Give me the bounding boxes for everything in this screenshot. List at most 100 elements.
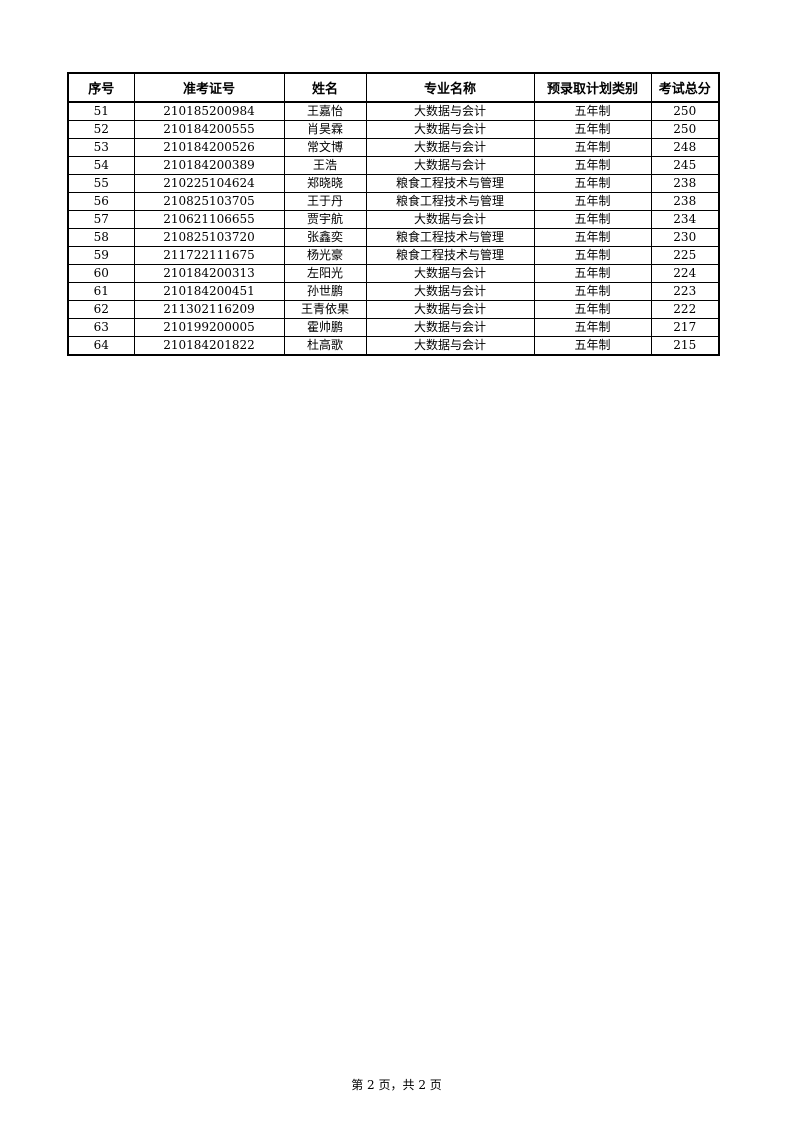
- cell-major: 大数据与会计: [365, 210, 535, 229]
- cell-seq: 53: [67, 138, 135, 157]
- cell-seq: 58: [67, 228, 135, 247]
- cell-major: 粮食工程技术与管理: [365, 228, 535, 247]
- cell-total-score: 248: [650, 138, 720, 157]
- cell-exam-id: 210184201822: [133, 336, 285, 356]
- cell-total-score: 238: [650, 192, 720, 211]
- cell-total-score: 234: [650, 210, 720, 229]
- cell-name: 孙世鹏: [283, 282, 367, 301]
- cell-seq: 57: [67, 210, 135, 229]
- cell-name: 杨光豪: [283, 246, 367, 265]
- cell-name: 王浩: [283, 156, 367, 175]
- cell-major: 粮食工程技术与管理: [365, 246, 535, 265]
- cell-major: 大数据与会计: [365, 138, 535, 157]
- header-major: 专业名称: [365, 72, 535, 103]
- table-row: 55 210225104624 郑晓晓 粮食工程技术与管理 五年制 238: [67, 174, 720, 193]
- cell-major: 大数据与会计: [365, 300, 535, 319]
- table-row: 60 210184200313 左阳光 大数据与会计 五年制 224: [67, 264, 720, 283]
- cell-major: 大数据与会计: [365, 264, 535, 283]
- cell-plan-type: 五年制: [533, 282, 652, 301]
- cell-seq: 62: [67, 300, 135, 319]
- cell-plan-type: 五年制: [533, 336, 652, 356]
- table-row: 61 210184200451 孙世鹏 大数据与会计 五年制 223: [67, 282, 720, 301]
- table-row: 51 210185200984 王嘉怡 大数据与会计 五年制 250: [67, 101, 720, 121]
- cell-exam-id: 210621106655: [133, 210, 285, 229]
- cell-total-score: 224: [650, 264, 720, 283]
- cell-seq: 52: [67, 120, 135, 139]
- cell-seq: 59: [67, 246, 135, 265]
- cell-plan-type: 五年制: [533, 318, 652, 337]
- header-name: 姓名: [283, 72, 367, 103]
- cell-exam-id: 210825103705: [133, 192, 285, 211]
- cell-exam-id: 210184200555: [133, 120, 285, 139]
- cell-seq: 51: [67, 101, 135, 121]
- cell-plan-type: 五年制: [533, 210, 652, 229]
- header-total-score: 考试总分: [650, 72, 720, 103]
- cell-name: 杜高歌: [283, 336, 367, 356]
- cell-plan-type: 五年制: [533, 156, 652, 175]
- cell-major: 大数据与会计: [365, 282, 535, 301]
- cell-exam-id: 210185200984: [133, 101, 285, 121]
- cell-plan-type: 五年制: [533, 300, 652, 319]
- cell-total-score: 238: [650, 174, 720, 193]
- cell-name: 常文博: [283, 138, 367, 157]
- cell-major: 大数据与会计: [365, 120, 535, 139]
- cell-name: 王于丹: [283, 192, 367, 211]
- cell-name: 霍帅鹏: [283, 318, 367, 337]
- cell-major: 大数据与会计: [365, 318, 535, 337]
- cell-major: 大数据与会计: [365, 156, 535, 175]
- table-row: 57 210621106655 贾宇航 大数据与会计 五年制 234: [67, 210, 720, 229]
- cell-total-score: 250: [650, 120, 720, 139]
- cell-exam-id: 210184200389: [133, 156, 285, 175]
- cell-total-score: 230: [650, 228, 720, 247]
- table-row: 54 210184200389 王浩 大数据与会计 五年制 245: [67, 156, 720, 175]
- cell-total-score: 222: [650, 300, 720, 319]
- cell-name: 郑晓晓: [283, 174, 367, 193]
- cell-plan-type: 五年制: [533, 120, 652, 139]
- table-row: 53 210184200526 常文博 大数据与会计 五年制 248: [67, 138, 720, 157]
- table-row: 59 211722111675 杨光豪 粮食工程技术与管理 五年制 225: [67, 246, 720, 265]
- table-row: 63 210199200005 霍帅鹏 大数据与会计 五年制 217: [67, 318, 720, 337]
- cell-exam-id: 210199200005: [133, 318, 285, 337]
- header-seq: 序号: [67, 72, 135, 103]
- cell-exam-id: 210225104624: [133, 174, 285, 193]
- cell-plan-type: 五年制: [533, 138, 652, 157]
- cell-seq: 54: [67, 156, 135, 175]
- cell-total-score: 223: [650, 282, 720, 301]
- cell-exam-id: 211722111675: [133, 246, 285, 265]
- cell-seq: 55: [67, 174, 135, 193]
- table-row: 62 211302116209 王青依果 大数据与会计 五年制 222: [67, 300, 720, 319]
- cell-total-score: 225: [650, 246, 720, 265]
- cell-total-score: 217: [650, 318, 720, 337]
- table-row: 58 210825103720 张鑫奕 粮食工程技术与管理 五年制 230: [67, 228, 720, 247]
- cell-name: 张鑫奕: [283, 228, 367, 247]
- cell-seq: 60: [67, 264, 135, 283]
- page-footer: 第 2 页，共 2 页: [351, 1078, 442, 1092]
- cell-major: 大数据与会计: [365, 101, 535, 121]
- header-plan-type: 预录取计划类别: [533, 72, 652, 103]
- cell-major: 粮食工程技术与管理: [365, 192, 535, 211]
- cell-plan-type: 五年制: [533, 101, 652, 121]
- cell-seq: 61: [67, 282, 135, 301]
- cell-seq: 63: [67, 318, 135, 337]
- cell-total-score: 215: [650, 336, 720, 356]
- table-body: 51 210185200984 王嘉怡 大数据与会计 五年制 250 52 210184200…: [67, 101, 720, 356]
- cell-exam-id: 210825103720: [133, 228, 285, 247]
- cell-name: 贾宇航: [283, 210, 367, 229]
- table-row: 56 210825103705 王于丹 粮食工程技术与管理 五年制 238: [67, 192, 720, 211]
- cell-name: 王嘉怡: [283, 101, 367, 121]
- table-row: 64 210184201822 杜高歌 大数据与会计 五年制 215: [67, 336, 720, 356]
- cell-total-score: 245: [650, 156, 720, 175]
- cell-total-score: 250: [650, 101, 720, 121]
- cell-exam-id: 210184200451: [133, 282, 285, 301]
- cell-exam-id: 210184200526: [133, 138, 285, 157]
- cell-name: 王青依果: [283, 300, 367, 319]
- admission-table: 序号 准考证号 姓名 专业名称 预录取计划类别 考试总分 51 210185200984 王嘉…: [67, 72, 720, 356]
- cell-name: 肖昊霖: [283, 120, 367, 139]
- cell-plan-type: 五年制: [533, 192, 652, 211]
- cell-plan-type: 五年制: [533, 264, 652, 283]
- cell-plan-type: 五年制: [533, 228, 652, 247]
- header-exam-id: 准考证号: [133, 72, 285, 103]
- cell-seq: 64: [67, 336, 135, 356]
- table-row: 52 210184200555 肖昊霖 大数据与会计 五年制 250: [67, 120, 720, 139]
- cell-plan-type: 五年制: [533, 174, 652, 193]
